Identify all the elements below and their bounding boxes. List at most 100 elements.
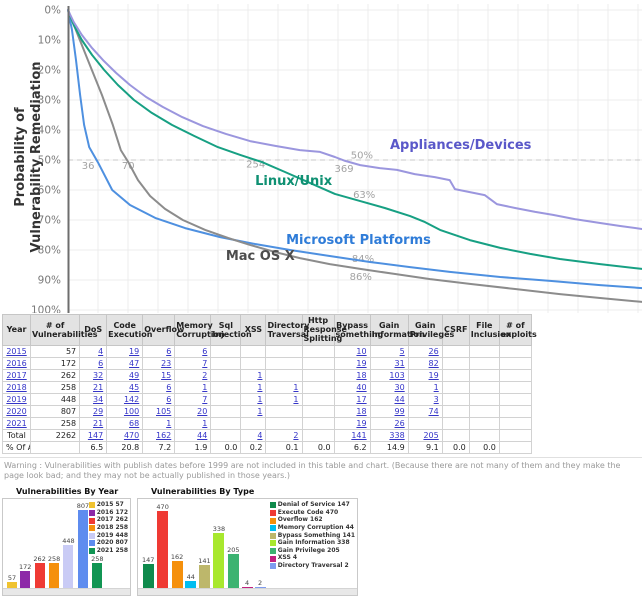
count-link[interactable]: 142 xyxy=(123,394,140,404)
count-link[interactable]: 44 xyxy=(394,394,405,404)
count-link[interactable]: 1 xyxy=(166,418,172,428)
table-cell xyxy=(210,404,242,418)
legend-label: 2016 172 xyxy=(96,508,128,516)
count-link[interactable]: 21 xyxy=(92,418,104,428)
bar-column: 262 xyxy=(33,556,46,589)
count-link[interactable]: 162 xyxy=(156,430,172,440)
table-cell: 1 xyxy=(265,380,303,394)
count-link[interactable]: 1 xyxy=(293,394,299,404)
count-link[interactable]: 7 xyxy=(202,358,208,368)
year-link[interactable]: 2019 xyxy=(6,394,27,404)
table-row: 2021 258 21 68 1 1 19 26 xyxy=(1,416,533,430)
count-link[interactable]: 2 xyxy=(202,370,208,380)
count-link[interactable]: 30 xyxy=(394,382,405,392)
count-link[interactable]: 147 xyxy=(87,430,104,440)
table-cell: 20 xyxy=(174,404,212,418)
count-link[interactable]: 45 xyxy=(129,382,140,392)
count-link[interactable]: 17 xyxy=(356,394,367,404)
table-cell xyxy=(240,416,267,430)
y-tick-label: 50% xyxy=(38,155,61,167)
table-cell: 44 xyxy=(174,428,212,442)
count-link[interactable]: 32 xyxy=(92,370,104,380)
count-link[interactable]: 3 xyxy=(433,394,439,404)
table-cell xyxy=(301,404,335,418)
count-link[interactable]: 5 xyxy=(399,346,405,356)
year-link[interactable]: 2015 xyxy=(6,346,27,356)
count-link[interactable]: 19 xyxy=(356,418,367,428)
count-link[interactable]: 7 xyxy=(202,394,208,404)
count-link[interactable]: 105 xyxy=(156,406,172,416)
count-link[interactable]: 205 xyxy=(423,430,439,440)
year-link[interactable]: 2018 xyxy=(6,382,27,392)
count-link[interactable]: 6 xyxy=(166,346,172,356)
count-link[interactable]: 18 xyxy=(356,406,367,416)
legend-label: 2017 262 xyxy=(96,516,128,524)
count-link[interactable]: 23 xyxy=(161,358,172,368)
count-link[interactable]: 141 xyxy=(351,430,367,440)
table-cell: 0.2 xyxy=(240,440,267,454)
count-link[interactable]: 18 xyxy=(356,370,367,380)
table-cell xyxy=(468,416,500,430)
count-link[interactable]: 4 xyxy=(257,430,263,440)
count-link[interactable]: 6 xyxy=(202,346,208,356)
count-link[interactable]: 15 xyxy=(161,370,172,380)
count-link[interactable]: 4 xyxy=(98,346,104,356)
table-cell xyxy=(441,344,470,358)
count-link[interactable]: 31 xyxy=(394,358,405,368)
legend-label: Memory Corruption 44 xyxy=(277,523,354,531)
count-link[interactable]: 21 xyxy=(92,382,104,392)
count-link[interactable]: 6 xyxy=(166,382,172,392)
column-header: Memory Corruption xyxy=(174,314,225,346)
year-link[interactable]: 2020 xyxy=(6,406,27,416)
table-cell xyxy=(301,392,335,406)
count-link[interactable]: 19 xyxy=(428,370,439,380)
table-cell: 0.1 xyxy=(265,440,303,454)
year-link[interactable]: 2016 xyxy=(6,358,27,368)
count-link[interactable]: 10 xyxy=(356,346,367,356)
bar-value-label: 258 xyxy=(47,554,61,563)
count-link[interactable]: 1 xyxy=(257,394,263,404)
legend-item: Overflow 162 xyxy=(269,517,355,524)
table-cell: 7.2 xyxy=(142,440,176,454)
legend-item: 2020 807 xyxy=(88,540,128,547)
table-cell xyxy=(441,368,470,382)
count-link[interactable]: 1 xyxy=(257,406,263,416)
table-cell: 74 xyxy=(407,404,443,418)
year-link[interactable]: 2017 xyxy=(6,370,27,380)
count-link[interactable]: 1 xyxy=(293,382,299,392)
bar xyxy=(171,561,183,589)
count-link[interactable]: 19 xyxy=(129,346,140,356)
count-link[interactable]: 19 xyxy=(356,358,367,368)
year-link[interactable]: 2021 xyxy=(6,418,27,428)
count-link[interactable]: 26 xyxy=(428,346,439,356)
count-link[interactable]: 68 xyxy=(129,418,140,428)
count-link[interactable]: 26 xyxy=(394,418,405,428)
count-link[interactable]: 44 xyxy=(197,430,208,440)
bar-value-label: 338 xyxy=(212,524,226,533)
count-link[interactable]: 74 xyxy=(428,406,439,416)
count-link[interactable]: 40 xyxy=(356,382,367,392)
count-link[interactable]: 103 xyxy=(389,370,405,380)
count-link[interactable]: 29 xyxy=(92,406,104,416)
count-link[interactable]: 100 xyxy=(123,406,140,416)
count-link[interactable]: 338 xyxy=(389,430,405,440)
count-link[interactable]: 470 xyxy=(123,430,140,440)
count-link[interactable]: 1 xyxy=(433,382,439,392)
count-link[interactable]: 1 xyxy=(202,418,208,428)
count-link[interactable]: 34 xyxy=(92,394,104,404)
chart-annotation: 254 xyxy=(246,160,265,171)
table-cell xyxy=(265,368,303,382)
count-link[interactable]: 99 xyxy=(394,406,405,416)
count-link[interactable]: 1 xyxy=(202,382,208,392)
table-cell xyxy=(468,344,500,358)
count-link[interactable]: 1 xyxy=(257,370,263,380)
count-link[interactable]: 6 xyxy=(166,394,172,404)
count-link[interactable]: 2 xyxy=(293,430,299,440)
count-link[interactable]: 6 xyxy=(98,358,104,368)
count-link[interactable]: 1 xyxy=(257,382,263,392)
count-link[interactable]: 47 xyxy=(129,358,140,368)
count-link[interactable]: 49 xyxy=(129,370,140,380)
count-link[interactable]: 20 xyxy=(197,406,208,416)
count-link[interactable]: 82 xyxy=(428,358,439,368)
bar-value-label: 172 xyxy=(19,562,32,571)
